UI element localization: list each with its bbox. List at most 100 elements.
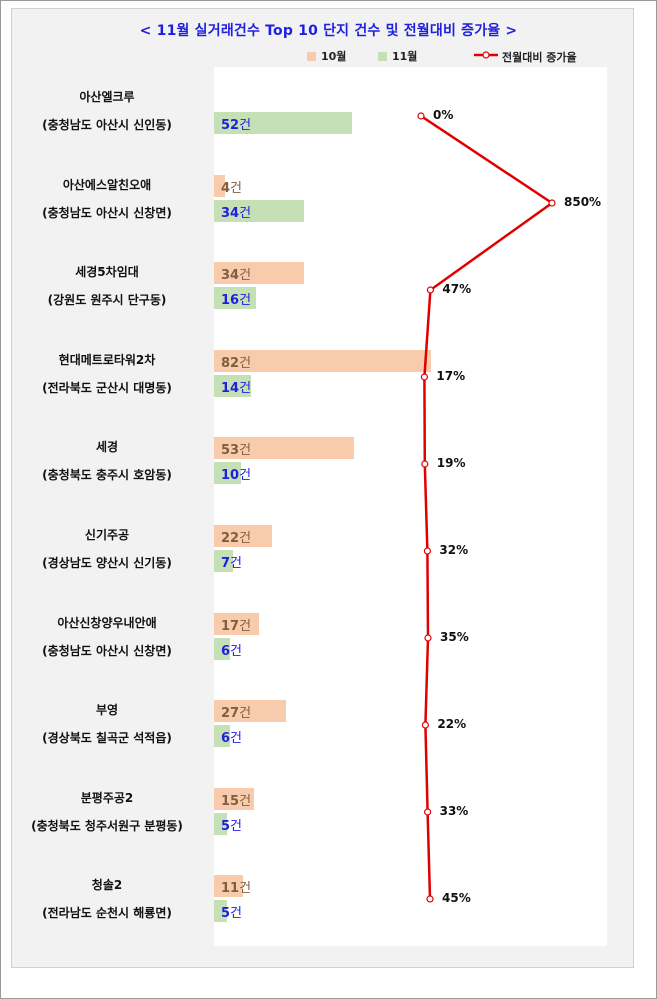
legend-oct: 10월	[307, 48, 346, 64]
bar-nov-unit: 건	[230, 556, 243, 571]
bar-oct-value: 22	[221, 531, 240, 546]
growth-point	[424, 808, 432, 816]
category-name: 현대메트로타워2차	[58, 352, 156, 367]
bar-oct-value: 34	[221, 268, 240, 284]
bar-oct-value: 53	[221, 443, 240, 459]
bar-oct	[214, 525, 273, 547]
legend-oct-swatch	[307, 51, 316, 61]
bar-nov-label: 6건	[221, 727, 242, 746]
bar-oct-label: 22건	[221, 527, 251, 546]
bar-nov-value: 5	[221, 818, 231, 834]
growth-label: 22%	[437, 717, 467, 731]
category-location: (전라북도 군산시 대명동)	[42, 380, 172, 395]
bar-nov-label: 34건	[221, 202, 251, 221]
growth-label: 32%	[439, 543, 469, 557]
bar-nov-label: 10건	[221, 464, 251, 483]
bar-nov	[214, 812, 228, 835]
bar-nov	[214, 199, 305, 222]
bar-nov-unit: 건	[230, 731, 243, 747]
category-location: (충청남도 아산시 신인동)	[42, 118, 172, 132]
bar-nov-value: 10	[221, 468, 240, 484]
legend-nov-swatch	[378, 51, 387, 61]
growth-point	[417, 112, 425, 120]
bar-nov	[214, 725, 230, 748]
bar-nov-label: 6건	[221, 640, 242, 659]
bar-oct	[214, 174, 225, 197]
bar-oct-value: 4	[221, 180, 231, 196]
category-location: (충청북도 청주서원구 분평동)	[31, 818, 183, 833]
category-name: 신기주공	[84, 528, 130, 542]
bar-oct-unit: 건	[230, 180, 243, 196]
bar-oct-unit: 건	[239, 355, 252, 371]
bar-nov	[214, 900, 228, 923]
legend-nov: 11월	[378, 48, 417, 64]
bar-nov-unit: 건	[239, 205, 252, 221]
bar-nov-label: 14건	[221, 377, 251, 396]
bar-nov-value: 34	[221, 205, 240, 221]
bar-oct-unit: 건	[239, 443, 252, 459]
bar-nov-value: 6	[221, 731, 231, 747]
bar-nov-value: 5	[221, 906, 231, 922]
bar-oct-unit: 건	[239, 793, 252, 809]
legend-oct-label: 10월	[321, 50, 347, 63]
growth-label: 19%	[436, 456, 466, 470]
bar-oct-label: 34건	[221, 264, 251, 283]
bar-oct	[214, 875, 244, 898]
bar-nov	[214, 374, 252, 397]
category-name: 부영	[95, 703, 119, 718]
bar-oct-label: 4건	[221, 177, 242, 196]
bar-oct	[214, 349, 432, 372]
growth-point	[420, 373, 428, 381]
bar-nov-value: 7	[221, 556, 231, 571]
growth-point	[421, 460, 429, 468]
bar-oct-value: 27	[221, 706, 240, 722]
legend-line: 전월대비 증가율	[502, 49, 577, 65]
bar-oct	[214, 787, 254, 810]
category-name: 세경	[95, 440, 119, 455]
category-location: (충청북도 충주시 호암동)	[42, 468, 172, 483]
growth-point	[421, 721, 429, 729]
bar-nov-label: 5건	[221, 902, 242, 921]
category-location: (경상북도 칠곡군 석적읍)	[42, 731, 172, 746]
bar-oct	[214, 437, 355, 460]
bar-oct-label: 15건	[221, 790, 251, 809]
bar-nov-unit: 건	[230, 643, 243, 659]
legend-line-marker	[474, 51, 498, 59]
bar-nov-label: 52건	[221, 114, 251, 133]
growth-point	[548, 199, 556, 207]
growth-point	[424, 634, 432, 642]
bar-oct-value: 11	[221, 881, 240, 897]
category-location: (충청남도 아산시 신창면)	[42, 643, 172, 658]
bar-nov-value: 16	[221, 293, 240, 309]
bar-oct	[214, 612, 260, 635]
bar-oct-unit: 건	[239, 618, 252, 634]
category-location: (경상남도 양산시 신기동)	[42, 556, 172, 570]
bar-oct-label: 27건	[221, 702, 251, 721]
category-name: 청솔2	[91, 878, 123, 893]
bar-nov	[214, 550, 233, 572]
growth-label: 35%	[440, 630, 469, 644]
bar-oct	[214, 262, 305, 285]
bar-oct-label: 11건	[221, 877, 251, 896]
bar-oct-label: 53건	[221, 439, 251, 458]
category-location: (충청남도 아산시 신창면)	[42, 205, 172, 220]
bar-oct-unit: 건	[239, 531, 252, 546]
category-name: 분평주공2	[80, 790, 134, 805]
growth-label: 17%	[436, 369, 466, 383]
bar-oct	[214, 700, 286, 723]
bar-oct-value: 82	[221, 355, 240, 371]
category-location: (강원도 원주시 단구동)	[47, 293, 167, 308]
bar-oct-unit: 건	[239, 706, 252, 722]
bar-oct-label: 82건	[221, 352, 251, 371]
bar-oct-value: 17	[221, 618, 240, 634]
bar-nov-label: 7건	[221, 552, 242, 571]
bar-oct-label: 17건	[221, 615, 251, 634]
bar-nov-value: 52	[221, 118, 240, 133]
growth-line	[420, 114, 555, 900]
bar-oct-unit: 건	[239, 881, 252, 897]
bar-nov	[214, 462, 241, 485]
growth-label: 33%	[439, 804, 469, 818]
bar-nov-unit: 건	[230, 906, 243, 922]
category-name: 세경5차임대	[75, 265, 139, 280]
